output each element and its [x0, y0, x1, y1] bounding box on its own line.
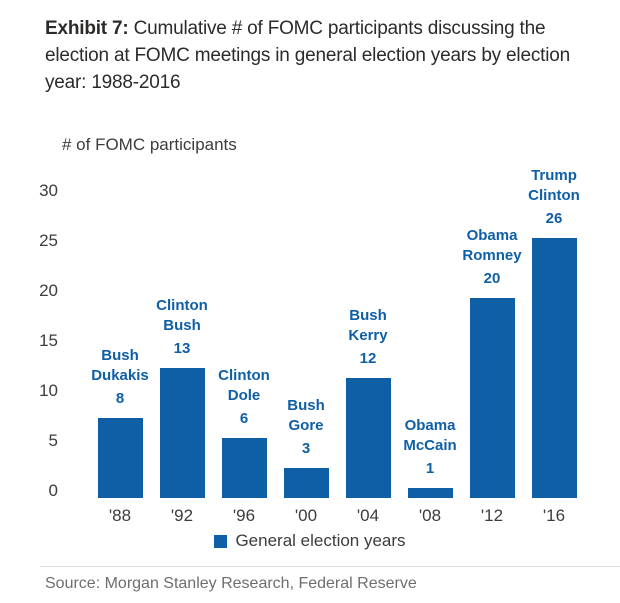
bar-label: Clinton Bush 13	[127, 296, 237, 359]
bar-value: 1	[425, 460, 435, 477]
bar-value: 26	[545, 210, 563, 227]
candidate-name: Obama	[404, 417, 456, 434]
x-tick-label: '04	[356, 506, 380, 525]
candidate-name: Obama	[466, 227, 518, 244]
y-tick-label: 10	[39, 381, 58, 400]
bar-96	[221, 438, 267, 498]
candidate-name: Bush	[163, 317, 201, 334]
bar-value: 6	[239, 410, 249, 427]
x-tick-label: '08	[418, 506, 442, 525]
candidate-name: Bush	[101, 347, 139, 364]
candidate-name: Bush	[287, 397, 325, 414]
bar-88	[97, 418, 143, 498]
candidate-name: Bush	[349, 307, 387, 324]
source-divider	[40, 566, 620, 567]
y-tick-label: 5	[48, 431, 58, 450]
x-tick-label: '00	[294, 506, 318, 525]
x-tick-label: '96	[232, 506, 256, 525]
legend: General election years	[0, 531, 620, 551]
bar-label: Bush Gore 3	[251, 396, 361, 459]
y-tick-label: 15	[39, 331, 58, 350]
bar-label: Clinton Dole 6	[189, 366, 299, 429]
y-tick-label: 0	[48, 481, 58, 500]
legend-swatch	[214, 534, 228, 548]
candidate-name: Dukakis	[91, 367, 149, 384]
candidate-name: Kerry	[348, 327, 388, 344]
y-axis-title: # of FOMC participants	[62, 135, 237, 154]
bar-label: Obama McCain 1	[375, 416, 485, 479]
bar-value: 12	[359, 350, 377, 367]
bar-label: Trump Clinton 26	[499, 166, 609, 229]
candidate-name: Clinton	[218, 367, 270, 384]
bar-12	[469, 298, 515, 498]
bar-label: Bush Kerry 12	[313, 306, 423, 369]
x-tick-label: '92	[170, 506, 194, 525]
source-note: Source: Morgan Stanley Research, Federal…	[45, 575, 417, 592]
bar-value: 13	[173, 340, 191, 357]
candidate-name: Dole	[227, 387, 261, 404]
bar-label: Obama Romney 20	[437, 226, 547, 289]
bar-value: 8	[115, 390, 125, 407]
bar-92	[159, 368, 205, 498]
bar-value: 3	[301, 440, 311, 457]
bar-label: Bush Dukakis 8	[65, 346, 175, 409]
exhibit-title: Exhibit 7: Cumulative # of FOMC particip…	[45, 15, 593, 96]
bar-04	[345, 378, 391, 498]
bar-value: 20	[483, 270, 501, 287]
bar-16	[531, 238, 577, 498]
legend-label: General election years	[235, 531, 406, 550]
candidate-name: Clinton	[156, 297, 208, 314]
bar-00	[283, 468, 329, 498]
exhibit-label: Exhibit 7:	[45, 18, 129, 39]
x-tick-label: '88	[108, 506, 132, 525]
exhibit-title-text: Cumulative # of FOMC participants discus…	[45, 18, 570, 93]
y-tick-label: 30	[39, 181, 58, 200]
x-tick-label: '16	[542, 506, 566, 525]
y-tick-label: 25	[39, 231, 58, 250]
x-tick-label: '12	[480, 506, 504, 525]
candidate-name: McCain	[403, 437, 457, 454]
candidate-name: Trump	[531, 167, 577, 184]
bar-08	[407, 488, 453, 498]
y-tick-label: 20	[39, 281, 58, 300]
candidate-name: Clinton	[528, 187, 580, 204]
candidate-name: Gore	[288, 417, 324, 434]
candidate-name: Romney	[462, 247, 522, 264]
